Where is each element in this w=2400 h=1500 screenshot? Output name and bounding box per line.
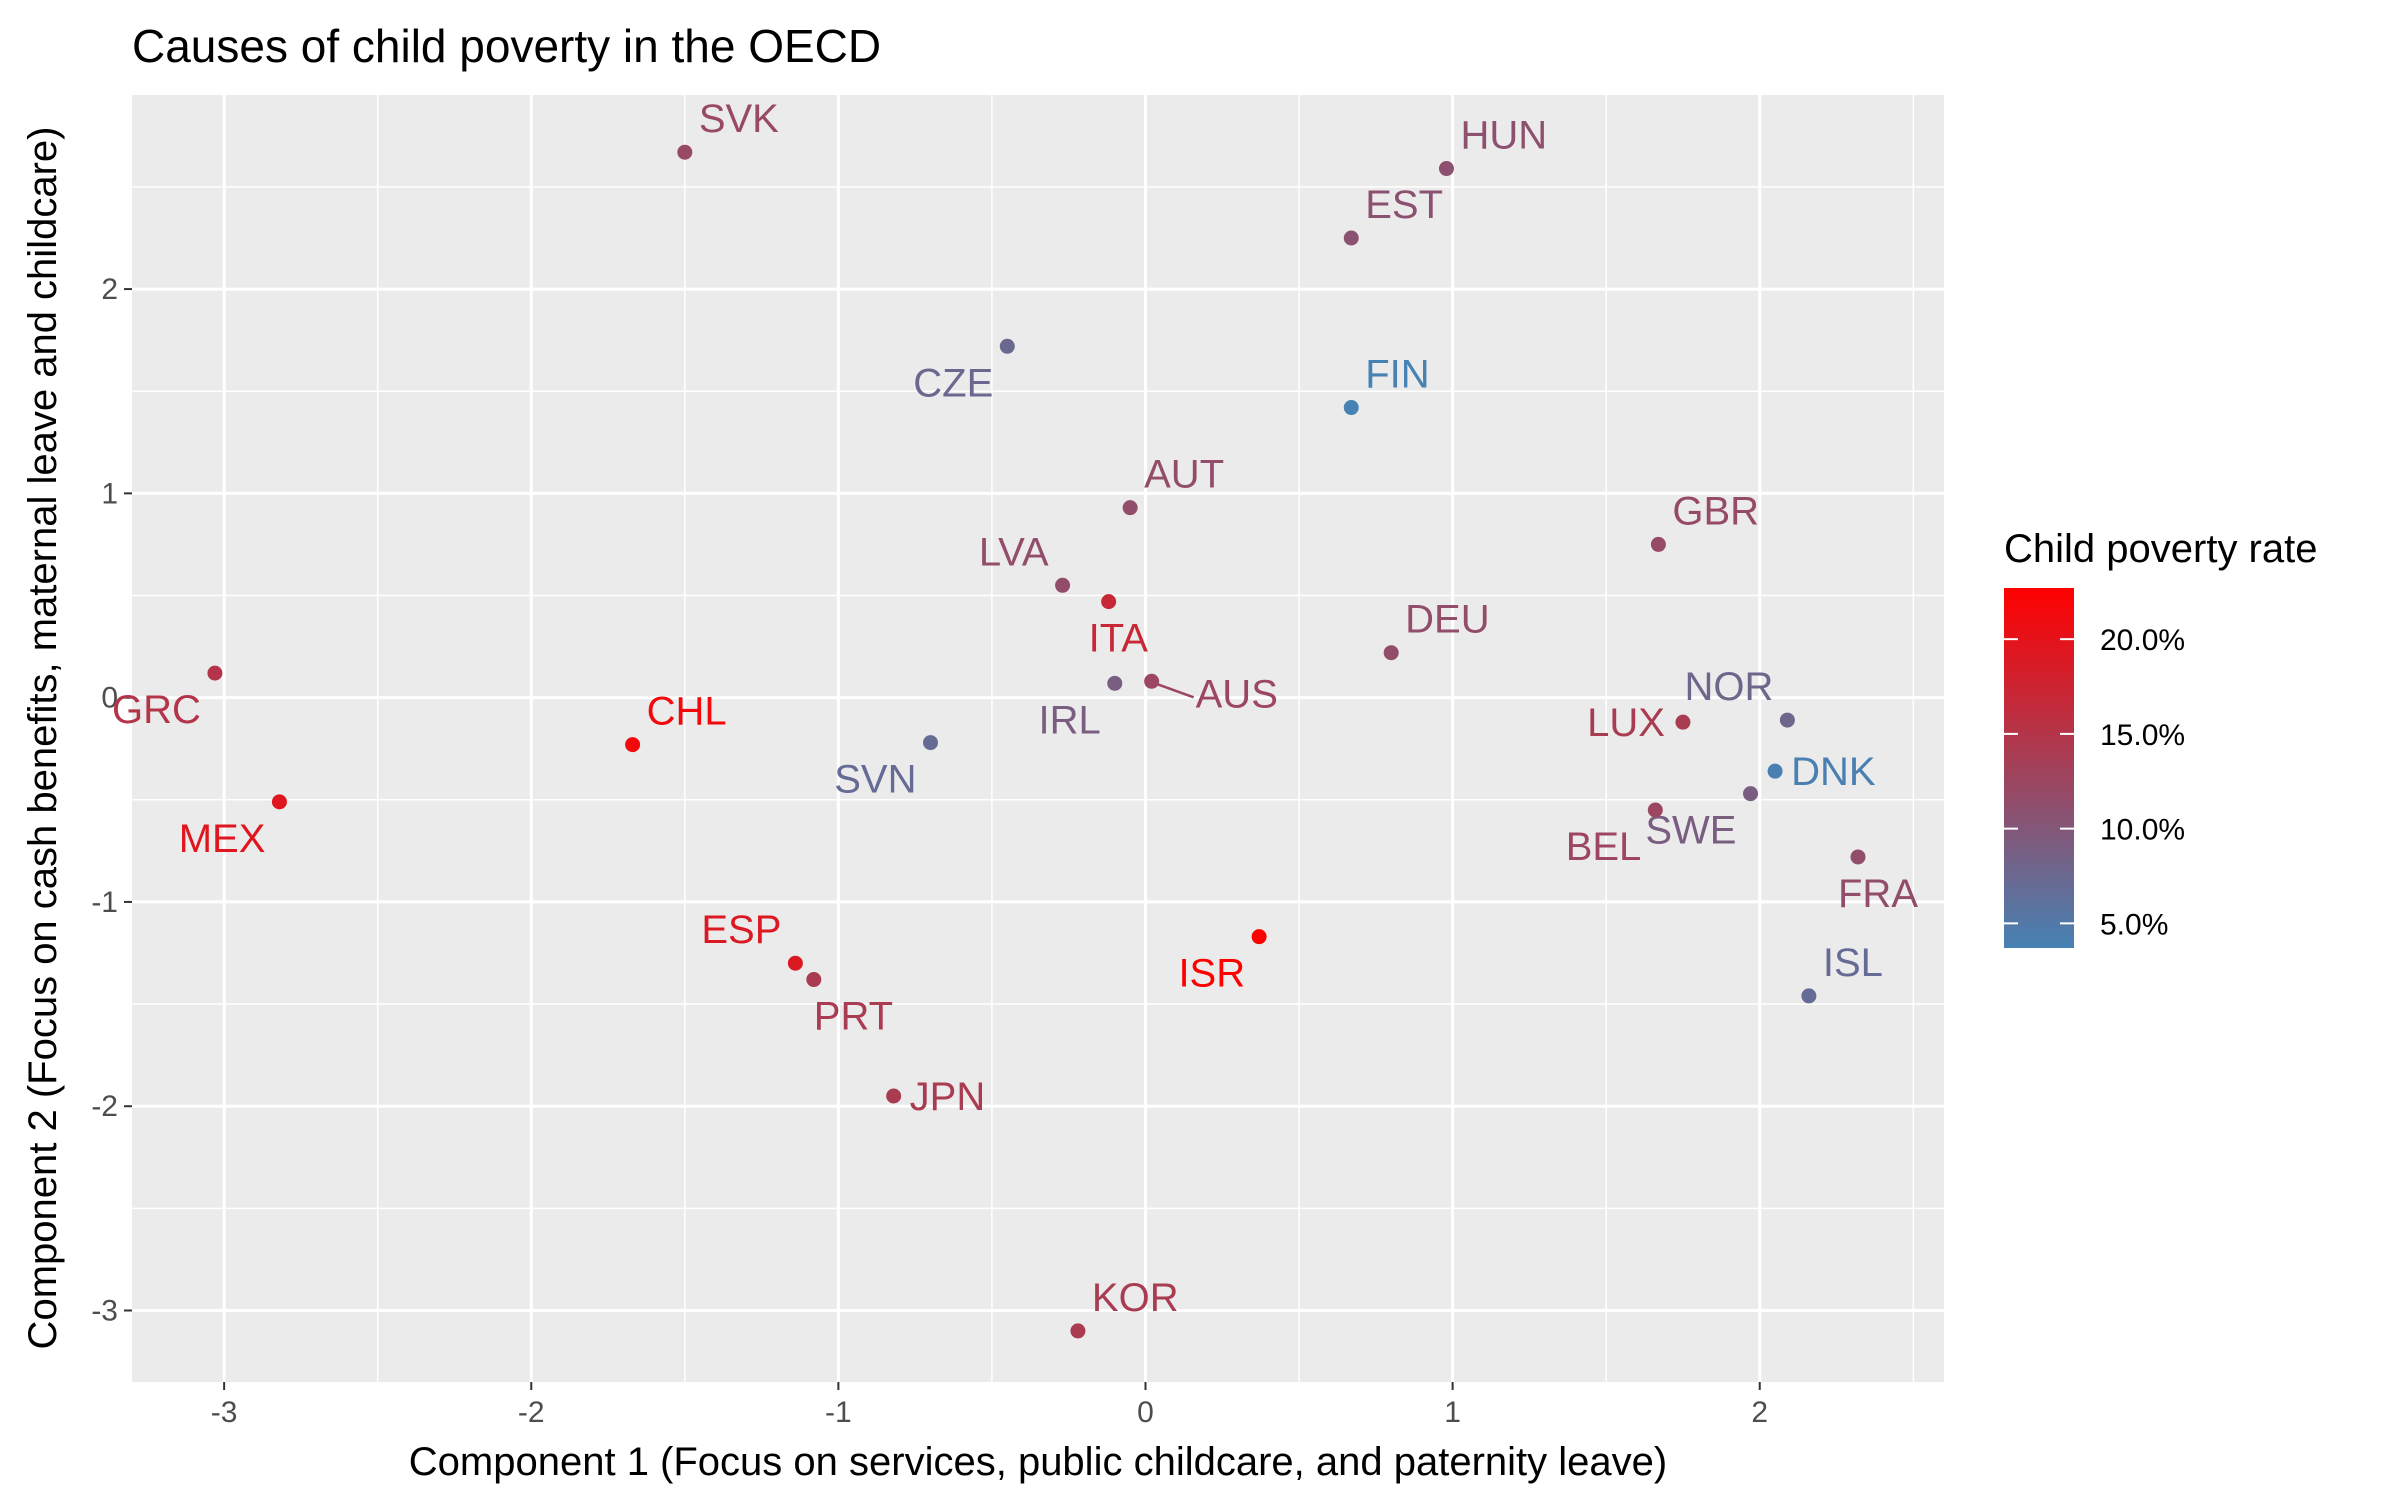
x-axis-title: Component 1 (Focus on services, public c…: [409, 1440, 1667, 1484]
data-point: [923, 735, 939, 751]
data-point-label: NOR: [1684, 665, 1773, 709]
legend: Child poverty rate 5.0% 10.0% 15.0% 20.0%: [2004, 527, 2317, 948]
y-tick-label: 0: [101, 682, 118, 715]
data-point: [1801, 988, 1817, 1004]
data-point-label: EST: [1365, 183, 1443, 227]
data-point-label: SWE: [1645, 809, 1736, 853]
data-point: [1144, 673, 1160, 689]
data-point-label: ISR: [1178, 952, 1245, 996]
data-point-label: SVN: [834, 758, 916, 802]
legend-tick-label: 5.0%: [2100, 908, 2168, 941]
legend-colorbar: [2004, 588, 2074, 948]
data-point-label: LUX: [1587, 701, 1665, 745]
data-point-label: BEL: [1566, 825, 1642, 869]
label-leader-line: [1157, 683, 1195, 699]
data-point: [677, 144, 693, 160]
legend-tick-label: 15.0%: [2100, 719, 2185, 752]
y-tick-label: -1: [91, 886, 118, 919]
chart-title: Causes of child poverty in the OECD: [132, 20, 881, 72]
x-tick-label: 2: [1751, 1396, 1768, 1429]
data-point-label: GRC: [112, 688, 201, 732]
data-point-label: ITA: [1089, 617, 1149, 661]
x-tick-label: -1: [825, 1396, 852, 1429]
data-point-label: DNK: [1791, 750, 1876, 794]
data-point-label: SVK: [699, 97, 779, 141]
plot-panel: [132, 95, 1944, 1382]
legend-tick-label: 10.0%: [2100, 814, 2185, 847]
data-point-label: AUS: [1196, 672, 1278, 716]
data-point: [625, 737, 641, 753]
data-point-label: MEX: [179, 817, 266, 861]
y-tick-label: 2: [101, 273, 118, 306]
data-point-label: ESP: [701, 908, 781, 952]
data-point: [1438, 161, 1454, 177]
data-point: [1650, 536, 1666, 552]
data-point: [1070, 1323, 1086, 1339]
data-point: [1743, 786, 1759, 802]
data-point-label: ISL: [1823, 941, 1883, 985]
data-point: [271, 794, 287, 810]
data-point-label: FRA: [1838, 872, 1918, 916]
legend-tick-label: 20.0%: [2100, 624, 2185, 657]
y-tick-label: -3: [91, 1295, 118, 1328]
data-point: [1850, 849, 1866, 865]
data-point: [1767, 763, 1783, 779]
data-point-label: FIN: [1365, 353, 1429, 397]
data-point: [787, 955, 803, 971]
grid-lines: [132, 95, 1944, 1382]
data-point-label: KOR: [1092, 1276, 1179, 1320]
data-point: [1122, 500, 1138, 516]
x-tick-label: 0: [1137, 1396, 1154, 1429]
data-point-label: JPN: [910, 1075, 986, 1119]
data-point: [1251, 929, 1267, 945]
data-point-label: GBR: [1672, 489, 1759, 533]
x-tick-label: -3: [211, 1396, 238, 1429]
data-point-label: IRL: [1039, 698, 1101, 742]
data-point: [1343, 400, 1359, 416]
data-point-label: LVA: [979, 530, 1049, 574]
data-point-label: DEU: [1405, 598, 1489, 642]
data-point: [1647, 802, 1663, 818]
legend-ticks: 5.0% 10.0% 15.0% 20.0%: [2004, 624, 2185, 941]
data-point: [1343, 230, 1359, 246]
y-tick-label: -2: [91, 1090, 118, 1123]
data-point: [1107, 675, 1123, 691]
data-point: [1055, 577, 1071, 593]
data-points: SVK HUN EST CZE FIN AUT GBR LVA ITA DEU GRC IRL AUS C…: [112, 97, 1918, 1339]
y-tick-label: 1: [101, 477, 118, 510]
data-point-label: CHL: [647, 690, 727, 734]
data-point: [886, 1088, 902, 1104]
data-point: [1101, 594, 1117, 610]
x-tick-label: 1: [1444, 1396, 1461, 1429]
data-point: [1675, 714, 1691, 730]
y-axis-title: Component 2 (Focus on cash benefits, mat…: [21, 127, 65, 1350]
data-point-label: PRT: [814, 995, 893, 1039]
data-point: [1779, 712, 1795, 728]
data-point-label: CZE: [913, 361, 993, 405]
data-point: [207, 665, 223, 681]
data-point-label: AUT: [1144, 453, 1224, 497]
axis-ticks: -3 -2 -1 0 1 2 -3 -2 -1 0 1 2: [91, 273, 1768, 1429]
data-point: [999, 338, 1015, 354]
data-point-label: HUN: [1460, 114, 1547, 158]
legend-title: Child poverty rate: [2004, 527, 2317, 571]
x-tick-label: -2: [518, 1396, 545, 1429]
data-point: [806, 972, 822, 988]
data-point: [1383, 645, 1399, 661]
